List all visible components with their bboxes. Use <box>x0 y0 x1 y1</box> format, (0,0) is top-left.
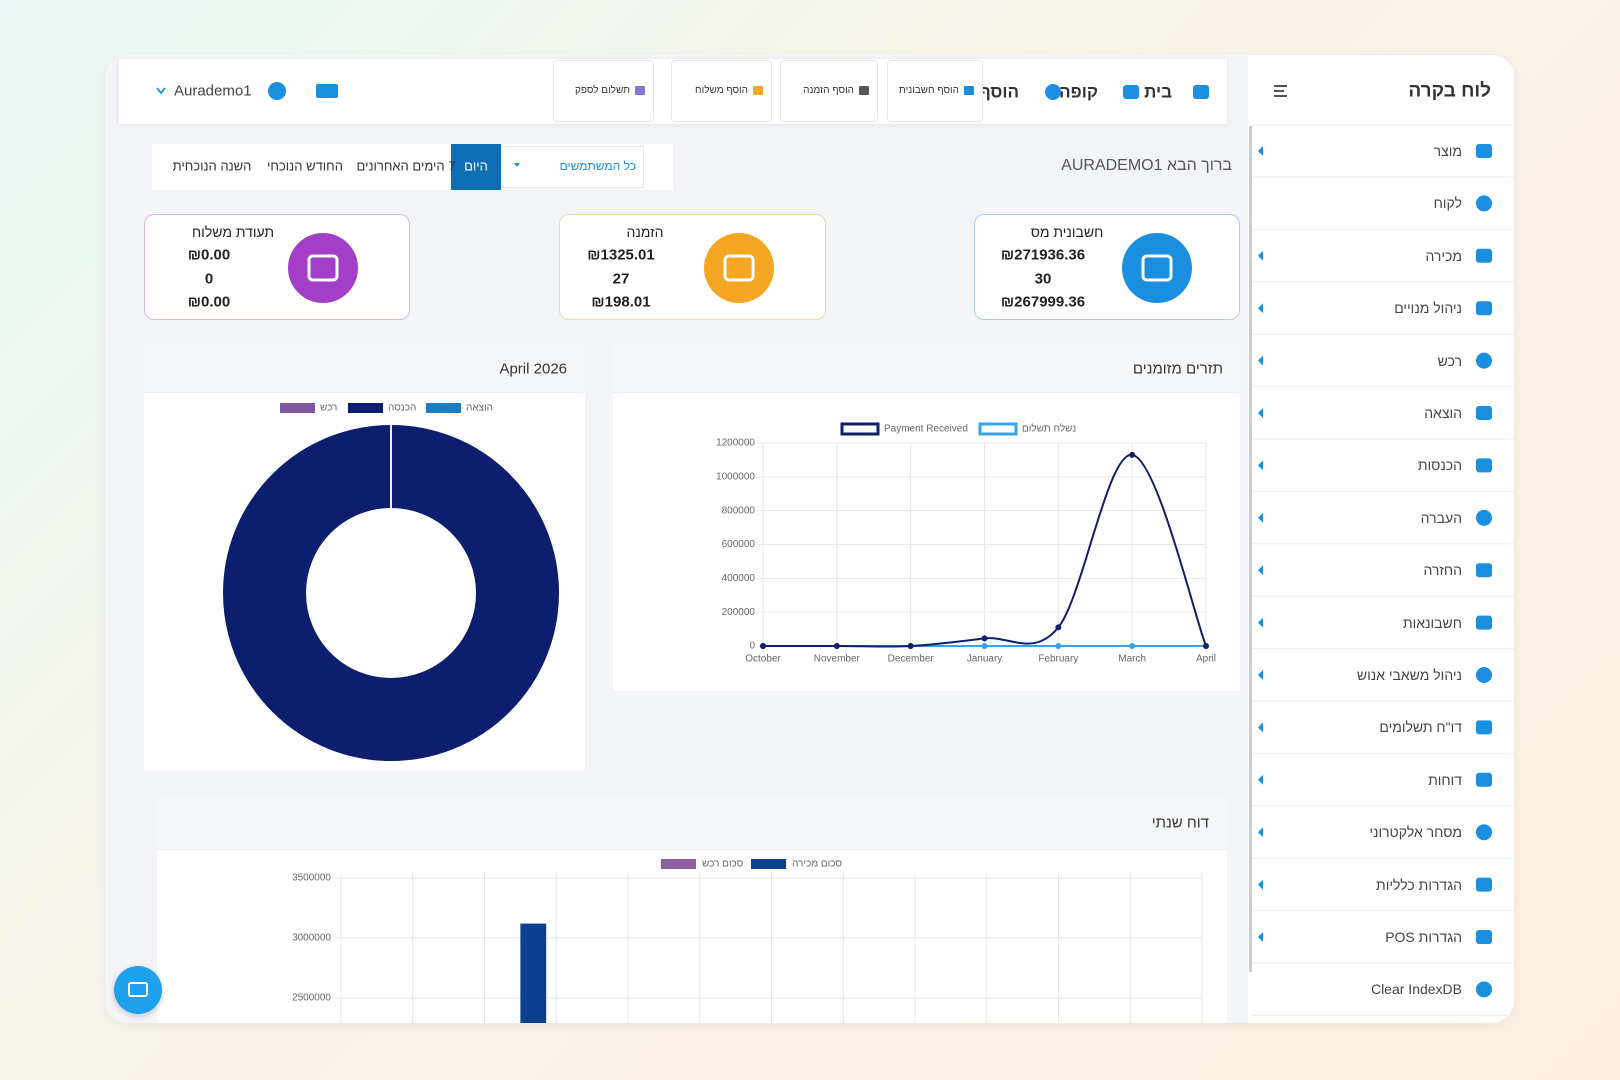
card-title: הזמנה <box>626 224 664 240</box>
users-dropdown[interactable] <box>502 146 644 188</box>
button-label[interactable]: הוסף הזמנה <box>803 85 854 96</box>
sidebar-item[interactable]: מסחר אלקטרוני <box>1369 824 1462 841</box>
chart-header <box>613 343 1240 393</box>
card-value: 30 <box>1034 270 1052 288</box>
card-value: ₪267999.36 <box>1000 293 1086 311</box>
chat-icon <box>128 982 148 997</box>
button-label[interactable]: הוסף משלוח <box>695 85 748 96</box>
period-filter[interactable]: 7 הימים האחרונים <box>356 158 456 174</box>
card <box>144 214 410 320</box>
filter-box <box>152 144 673 190</box>
sidebar-item[interactable]: Clear IndexDB <box>1370 981 1462 998</box>
period-filter[interactable]: החודש הנוכחי <box>267 158 343 174</box>
card-value: ₪1325.01 <box>587 246 655 264</box>
chart-card <box>157 798 1227 1023</box>
sidebar-item[interactable]: הגדרות POS <box>1385 929 1462 945</box>
sidebar-item[interactable]: הגדרות כלליות <box>1376 876 1462 893</box>
card-value: 27 <box>612 270 630 288</box>
card-value: ₪198.01 <box>591 293 651 311</box>
chart-card <box>613 343 1240 691</box>
sidebar-item[interactable]: ניהול משאבי אנוש <box>1356 667 1462 683</box>
sidebar-item[interactable]: מוצר <box>1433 143 1462 159</box>
chat-button[interactable] <box>114 966 162 1014</box>
chart-header <box>157 798 1227 850</box>
sidebar-item[interactable]: רכש <box>1437 352 1462 369</box>
sidebar-item[interactable]: הוצאה <box>1424 405 1462 421</box>
nav-link[interactable]: קופה <box>1059 82 1098 102</box>
card <box>559 214 826 320</box>
sidebar-item[interactable]: חשבונאות <box>1403 614 1462 631</box>
sidebar-scrollbar <box>1249 126 1252 972</box>
welcome-text: ברוך הבא AURADEMO1 <box>1061 157 1232 174</box>
card-value: ₪0.00 <box>187 293 231 311</box>
topbar-button[interactable] <box>887 60 983 122</box>
filter-today-bg[interactable] <box>451 144 501 190</box>
period-filter[interactable]: היום <box>464 158 488 174</box>
chart-card <box>144 343 585 770</box>
nav-link[interactable]: הוסף <box>979 82 1019 102</box>
user-name[interactable]: Aurademo1 <box>174 82 252 100</box>
sidebar-item[interactable]: מכירה <box>1425 247 1462 264</box>
button-label[interactable]: תשלום לספק <box>574 85 630 96</box>
button-label[interactable]: הוסף חשבונית <box>898 85 959 96</box>
card <box>974 214 1240 320</box>
chart-title: תזרים מזומנים <box>1132 360 1223 378</box>
sidebar-item[interactable]: הכנסות <box>1417 457 1462 474</box>
users-filter[interactable]: כל המשתמשים <box>559 159 636 173</box>
card-value: ₪271936.36 <box>1000 246 1086 264</box>
card-title: חשבונית מס <box>1030 224 1104 240</box>
chart-title: April 2026 <box>499 360 567 378</box>
sidebar-item[interactable]: ניהול מנויים <box>1394 300 1462 317</box>
card-value: 0 <box>204 270 214 288</box>
period-filter[interactable]: השנה הנוכחית <box>172 158 252 174</box>
nav-link[interactable]: בית <box>1144 82 1172 102</box>
card-value: ₪0.00 <box>187 246 231 264</box>
card-title: תעודת משלוח <box>191 224 275 240</box>
sidebar-item[interactable]: החזרה <box>1423 562 1462 579</box>
chart-title: דוח שנתי <box>1151 814 1209 832</box>
chart-header <box>144 343 585 393</box>
sidebar-item[interactable]: העברה <box>1420 509 1462 526</box>
sidebar-item[interactable]: דוחות <box>1428 771 1462 788</box>
sidebar-item[interactable]: דו"ח תשלומים <box>1379 719 1462 736</box>
sidebar-title: לוח בקרה <box>1408 80 1491 102</box>
sidebar <box>1248 55 1514 1023</box>
sidebar-item[interactable]: לקוח <box>1433 195 1462 212</box>
